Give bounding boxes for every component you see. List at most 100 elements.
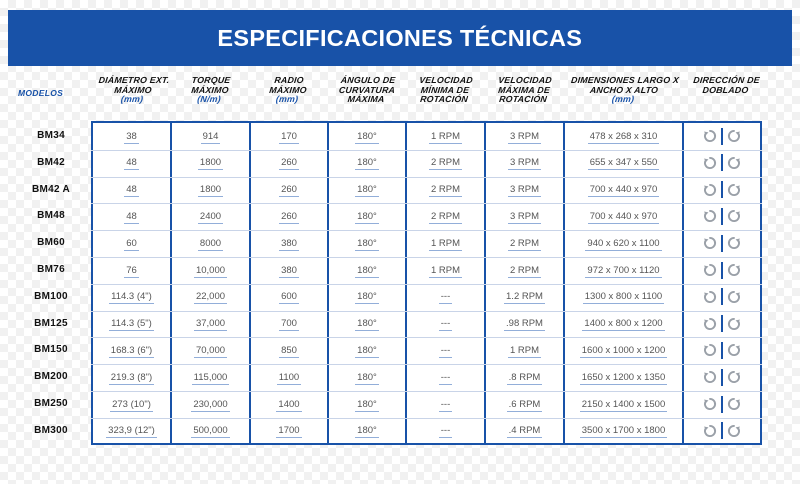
table-cell-radio: 260 bbox=[251, 150, 327, 176]
table-cell-vel-max: 3 RPM bbox=[486, 177, 563, 203]
header-diametro-units: (mm) bbox=[120, 94, 144, 105]
cell-value: 500,000 bbox=[191, 425, 231, 439]
direction-cell bbox=[684, 391, 760, 417]
direction-cell bbox=[684, 311, 760, 337]
cell-value: 260 bbox=[279, 184, 299, 198]
cell-value: 1600 x 1000 x 1200 bbox=[579, 344, 668, 358]
header-torque-units: (N/m) bbox=[196, 94, 222, 105]
cell-value: 2 RPM bbox=[507, 264, 542, 278]
table-cell-angulo: 180° bbox=[329, 230, 405, 256]
rotate-clockwise-icon bbox=[703, 263, 717, 277]
table-cell-vel-max: 3 RPM bbox=[486, 203, 563, 229]
table-cell-vel-min: --- bbox=[407, 311, 484, 337]
cell-value: 168.3 (6") bbox=[108, 344, 155, 358]
cell-value: 1400 x 800 x 1200 bbox=[582, 318, 665, 332]
table-cell-radio: 600 bbox=[251, 284, 327, 310]
row-divider bbox=[91, 310, 762, 312]
rotate-clockwise-icon bbox=[703, 129, 717, 143]
row-divider bbox=[91, 391, 762, 392]
model-label: BM60 bbox=[37, 237, 65, 249]
cell-value: 3 RPM bbox=[507, 210, 542, 224]
cell-value: 655 x 347 x 550 bbox=[587, 157, 659, 171]
rotate-counterclockwise-icon bbox=[727, 236, 741, 250]
table-cell-dim: 1600 x 1000 x 1200 bbox=[565, 337, 682, 363]
cell-value: 323,9 (12") bbox=[106, 425, 157, 439]
cell-value: 260 bbox=[279, 210, 299, 224]
table-cell-torque: 914 bbox=[172, 123, 249, 149]
direction-separator bbox=[721, 154, 723, 172]
cell-value: 22,000 bbox=[193, 291, 228, 305]
rotate-counterclockwise-icon bbox=[727, 343, 741, 357]
cell-value: 180° bbox=[355, 157, 379, 171]
table-cell-dim: 700 x 440 x 970 bbox=[565, 203, 682, 229]
cell-value: .4 RPM bbox=[506, 425, 543, 439]
table-cell-torque: 10,000 bbox=[172, 257, 249, 283]
cell-value: 180° bbox=[355, 344, 379, 358]
header-angulo-label: ÁNGULO DE CURVATURA MÁXIMA bbox=[338, 75, 396, 105]
rotate-clockwise-icon bbox=[703, 236, 717, 250]
cell-value: 180° bbox=[355, 291, 379, 305]
table-cell-vel-min: 2 RPM bbox=[407, 177, 484, 203]
table-cell-torque: 70,000 bbox=[172, 337, 249, 363]
cell-value: 114.3 (4") bbox=[109, 291, 154, 305]
cell-value: 180° bbox=[355, 371, 379, 385]
table-cell-dim: 1400 x 800 x 1200 bbox=[565, 311, 682, 337]
cell-value: 2 RPM bbox=[428, 157, 463, 171]
rotate-clockwise-icon bbox=[703, 397, 717, 411]
header-dimensiones-label: DIMENSIONES LARGO X ANCHO X ALTO bbox=[570, 75, 680, 95]
rotate-clockwise-icon bbox=[703, 343, 717, 357]
cell-value: 380 bbox=[279, 237, 299, 251]
cell-value: 1 RPM bbox=[428, 237, 463, 251]
column-divider bbox=[170, 121, 172, 445]
column-divider bbox=[249, 121, 251, 445]
cell-value: --- bbox=[438, 318, 452, 332]
table-cell-dim: 1300 x 800 x 1100 bbox=[565, 284, 682, 310]
cell-value: 180° bbox=[355, 425, 379, 439]
rotate-counterclockwise-icon bbox=[727, 290, 741, 304]
table-cell-torque: 37,000 bbox=[172, 311, 249, 337]
header-radio-label: RADIO MÁXIMO bbox=[268, 75, 308, 95]
table-cell-torque: 22,000 bbox=[172, 284, 249, 310]
table-cell-dim: 3500 x 1700 x 1800 bbox=[565, 418, 682, 444]
table-cell-radio: 1700 bbox=[251, 418, 327, 444]
header-direccion-label: DIRECCIÓN DE DOBLADO bbox=[692, 75, 761, 95]
table-cell-torque: 500,000 bbox=[172, 418, 249, 444]
cell-value: --- bbox=[438, 398, 452, 412]
table-cell-angulo: 180° bbox=[329, 337, 405, 363]
direction-separator bbox=[721, 234, 723, 252]
model-label: BM34 bbox=[37, 130, 65, 141]
rotate-counterclockwise-icon bbox=[727, 317, 741, 331]
cell-value: 1300 x 800 x 1100 bbox=[582, 291, 665, 305]
cell-value: 1650 x 1200 x 1350 bbox=[579, 371, 668, 385]
model-label: BM42 A bbox=[31, 183, 71, 195]
model-label: BM125 bbox=[34, 317, 68, 329]
table-cell-angulo: 180° bbox=[329, 203, 405, 229]
direction-cell bbox=[684, 364, 760, 390]
header-dimensiones-units: (mm) bbox=[611, 94, 635, 105]
cell-value: 8000 bbox=[197, 237, 224, 251]
table-cell-radio: 850 bbox=[251, 337, 327, 363]
table-cell-vel-min: --- bbox=[407, 418, 484, 444]
table-cell-radio: 260 bbox=[251, 203, 327, 229]
direction-cell bbox=[684, 203, 760, 229]
rotate-clockwise-icon bbox=[703, 424, 717, 438]
row-divider bbox=[91, 283, 762, 285]
cell-value: .98 RPM bbox=[504, 318, 545, 332]
table-cell-diametro: 114.3 (5") bbox=[93, 311, 170, 337]
direction-separator bbox=[721, 341, 723, 359]
table-cell-angulo: 180° bbox=[329, 123, 405, 149]
cell-value: 700 bbox=[279, 318, 299, 332]
cell-value: 180° bbox=[355, 237, 379, 251]
cell-value: 2 RPM bbox=[507, 237, 542, 251]
cell-value: 972 x 700 x 1120 bbox=[585, 264, 662, 278]
cell-value: 1100 bbox=[276, 371, 302, 385]
table-cell-radio: 700 bbox=[251, 311, 327, 337]
direction-separator bbox=[721, 127, 723, 145]
header-vel-min-label: VELOCIDAD MÍNIMA DE ROTACIÓN bbox=[418, 75, 474, 105]
header-radio-units: (mm) bbox=[275, 94, 299, 105]
cell-value: 1 RPM bbox=[428, 264, 463, 278]
cell-value: 48 bbox=[124, 184, 139, 198]
cell-value: 940 x 620 x 1100 bbox=[585, 237, 662, 251]
table-cell-dim: 972 x 700 x 1120 bbox=[565, 257, 682, 283]
table-cell-vel-max: 3 RPM bbox=[486, 150, 563, 176]
